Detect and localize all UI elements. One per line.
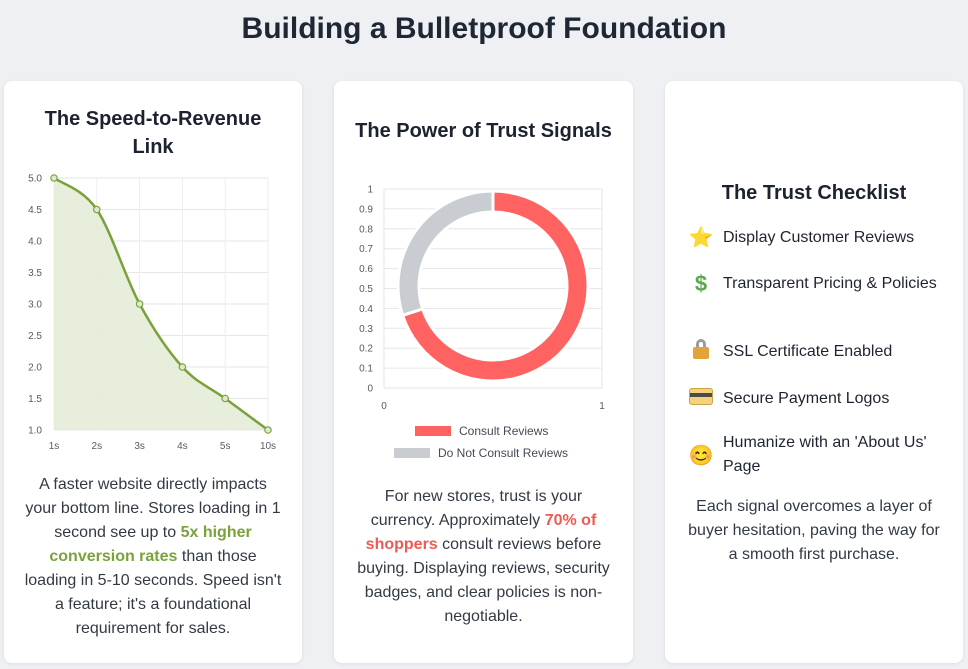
data-point [178,363,187,371]
trust-text-before: For new stores, trust is your currency. … [370,488,583,529]
checklist-item-ssl: SSL Certificate Enabled [687,339,943,365]
y-tick-label: 0.5 [359,284,373,295]
page-title: Building a Bulletproof Foundation [241,12,727,45]
y-tick-label: 4.5 [28,205,42,216]
checklist-item-reviews: ⭐ Display Customer Reviews [687,225,943,250]
y-tick-label: 0.8 [359,224,373,235]
y-tick-label: 2.5 [28,331,42,342]
legend-item-not-consult[interactable]: Do Not Consult Reviews [394,446,568,460]
x-tick-label: 3s [134,441,145,452]
lock-icon [687,339,715,365]
y-tick-label: 4.0 [28,237,42,248]
y-tick-label: 3.0 [28,300,42,311]
smiley-icon: 😊 [688,444,714,467]
series-area [54,178,268,430]
y-tick-label: 1 [367,185,373,196]
y-tick-label: 3.5 [28,268,42,279]
legend-swatch-consult [415,426,451,436]
speed-text-before: A faster website directly impacts your b… [25,476,281,541]
donut-slice-1 [396,189,495,318]
x-tick-label: 5s [220,441,231,452]
speed-text-after: than those loading in 5-10 seconds. Spee… [24,548,282,637]
x-tick-label: 1 [599,401,605,412]
speed-highlight: 5x higher conversion rates [49,524,252,565]
checklist-item-about: 😊 Humanize with an 'About Us' Page [687,431,943,479]
speed-revenue-title: The Speed-to-Revenue Link [44,108,262,158]
y-tick-label: 0.3 [359,324,373,335]
y-tick-label: 0.9 [359,204,373,215]
y-tick-label: 1.0 [28,426,42,437]
data-point [50,174,58,182]
checklist-item-pricing: $ Transparent Pricing & Policies [687,271,943,297]
trust-signals-card: The Power of Trust Signals 1 0.9 0.8 0.7 0.6… [334,81,633,663]
star-icon: ⭐ [688,227,714,249]
data-point [264,426,272,434]
speed-revenue-description: A faster website directly impacts your b… [22,473,284,641]
checklist-label: SSL Certificate Enabled [723,343,893,360]
data-point [135,300,144,308]
donut-slice-0 [400,189,590,383]
trust-checklist-card: The Trust Checklist ⭐ Display Customer R… [665,81,963,663]
credit-card-icon [687,387,715,411]
legend-label-consult: Consult Reviews [459,424,549,438]
y-tick-label: 0.4 [359,304,373,315]
y-tick-label: 0.1 [359,364,373,375]
x-tick-label: 0 [381,401,387,412]
data-point [221,394,230,403]
y-tick-label: 2.0 [28,363,42,374]
trust-highlight: 70% of shoppers [365,512,597,553]
y-tick-label: 0.2 [359,344,373,355]
speed-revenue-card: The Speed-to-Revenue Link 5.0 4.5 4.0 3.5 3.… [4,81,302,663]
trust-text-after: consult reviews before buying. Displayin… [357,536,610,625]
y-tick-label: 0.7 [359,244,373,255]
x-tick-label: 10s [260,441,276,452]
checklist-item-payment: Secure Payment Logos [687,387,943,411]
legend-item-consult[interactable]: Consult Reviews [415,424,548,438]
checklist-label: Display Customer Reviews [723,228,915,246]
x-tick-label: 2s [92,441,103,452]
x-tick-label: 1s [49,441,60,452]
y-tick-label: 0.6 [359,264,373,275]
y-tick-label: 0 [367,384,373,395]
y-tick-label: 5.0 [28,174,42,185]
trust-checklist-title: The Trust Checklist [721,182,907,204]
speed-revenue-chart: 5.0 4.5 4.0 3.5 3.0 2.5 2.0 1.5 1.0 1s 2s 3s 4s 5s 10s [28,174,276,453]
legend-label-not-consult: Do Not Consult Reviews [438,446,569,460]
data-point [93,205,101,214]
trust-signals-title: The Power of Trust Signals [355,120,612,142]
trust-signals-description: For new stores, trust is your currency. … [352,485,615,629]
checklist-label: Secure Payment Logos [723,390,890,407]
x-tick-label: 4s [177,441,188,452]
legend-swatch-not-consult [394,448,430,458]
dollar-icon: $ [694,271,708,296]
trust-signals-chart: 1 0.9 0.8 0.7 0.6 0.5 0.4 0.3 0.2 0.1 00 1 [359,185,605,413]
checklist-label: Transparent Pricing & Policies [723,275,937,292]
y-tick-label: 1.5 [28,394,42,405]
trust-checklist-footer: Each signal overcomes a layer of buyer h… [688,498,940,563]
checklist-label: Humanize with an 'About Us' Page [723,434,927,475]
